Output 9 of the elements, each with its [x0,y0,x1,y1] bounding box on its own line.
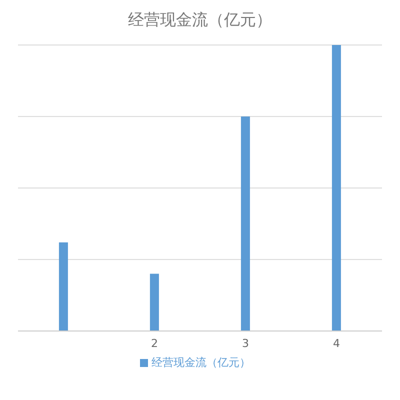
x-tick-label: 4 [333,336,340,350]
bar [150,274,159,331]
x-tick-label: 3 [242,336,249,350]
bar [332,45,341,331]
bar [240,116,250,331]
legend-label: 经营现金流（亿元） [152,356,250,369]
bar [58,242,68,331]
chart-title: 经营现金流（亿元） [127,10,273,31]
x-tick-label: 2 [151,336,158,350]
